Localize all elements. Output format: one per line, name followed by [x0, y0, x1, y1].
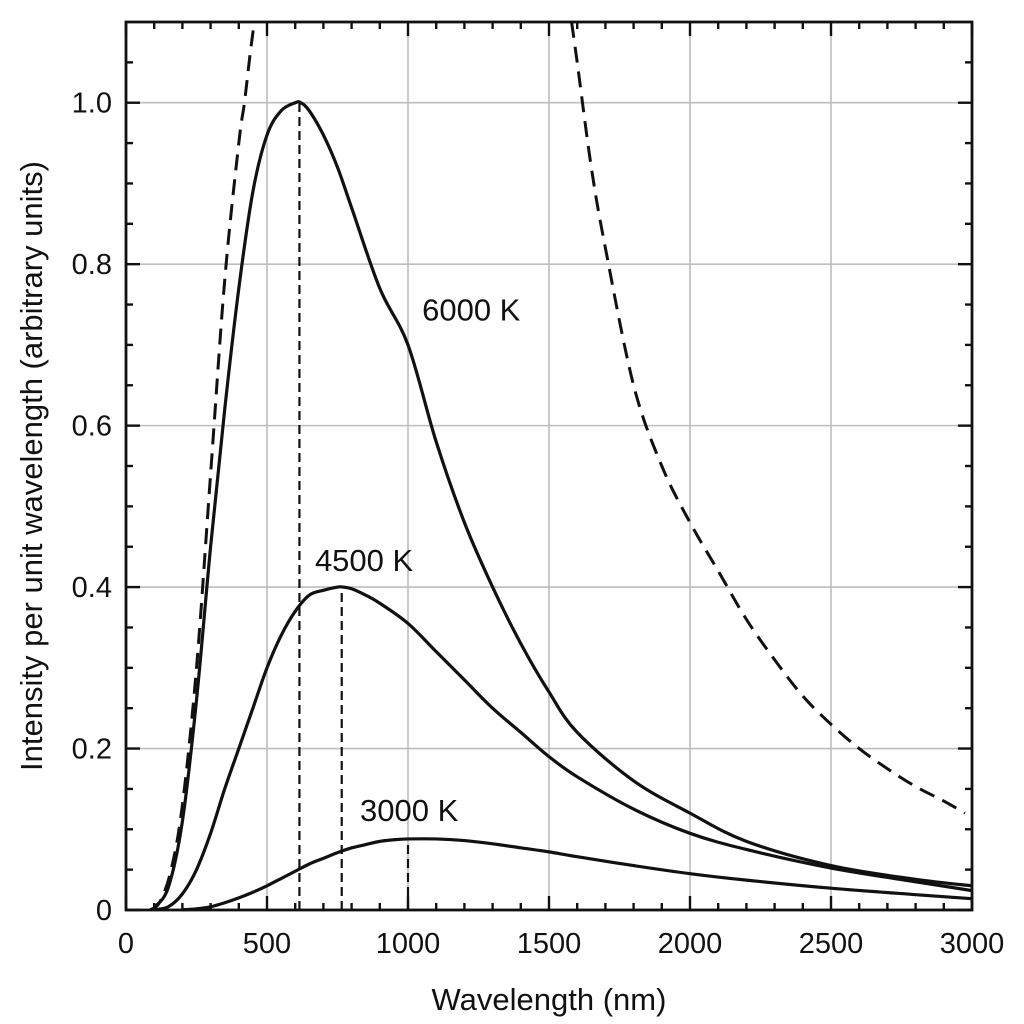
- series-label: 4500 K: [315, 543, 414, 578]
- x-tick-label: 1500: [517, 928, 582, 960]
- curve-6000-k: [152, 100, 973, 909]
- y-tick-label: 0.4: [72, 572, 112, 604]
- curve-4500-k: [153, 585, 973, 912]
- y-axis-title: Intensity per unit wavelength (arbitrary…: [14, 161, 49, 771]
- y-tick-label: 1.0: [72, 88, 112, 120]
- curve-3000-k: [182, 837, 973, 912]
- peak-markers: [298, 102, 410, 910]
- x-tick-label: 1000: [376, 928, 441, 960]
- dashed-envelope-curve-4: [570, 21, 966, 815]
- x-tick-label: 2000: [658, 928, 723, 960]
- series-label: 6000 K: [422, 293, 521, 328]
- x-tick-label: 500: [243, 928, 291, 960]
- gridlines: [126, 22, 972, 910]
- series-label: 3000 K: [360, 793, 459, 828]
- x-axis-title: Wavelength (nm): [432, 982, 667, 1017]
- series-labels: 6000 K 4500 K 3000 K: [315, 293, 521, 829]
- tick-marks: [124, 22, 974, 912]
- dashed-envelope-curve-3: [149, 21, 256, 912]
- x-tick-label: 3000: [940, 928, 1005, 960]
- x-tick-label: 0: [118, 928, 134, 960]
- tick-labels: 0 500 1000 1500 2000 2500 3000 0 0.2 0.4 0.6 0.8 1.0: [72, 88, 1005, 960]
- y-tick-label: 0.8: [72, 249, 112, 281]
- y-tick-label: 0.2: [72, 734, 112, 766]
- series-curves: [149, 21, 973, 912]
- y-tick-label: 0.6: [72, 411, 112, 443]
- x-tick-label: 2500: [799, 928, 864, 960]
- y-tick-label: 0: [96, 895, 112, 927]
